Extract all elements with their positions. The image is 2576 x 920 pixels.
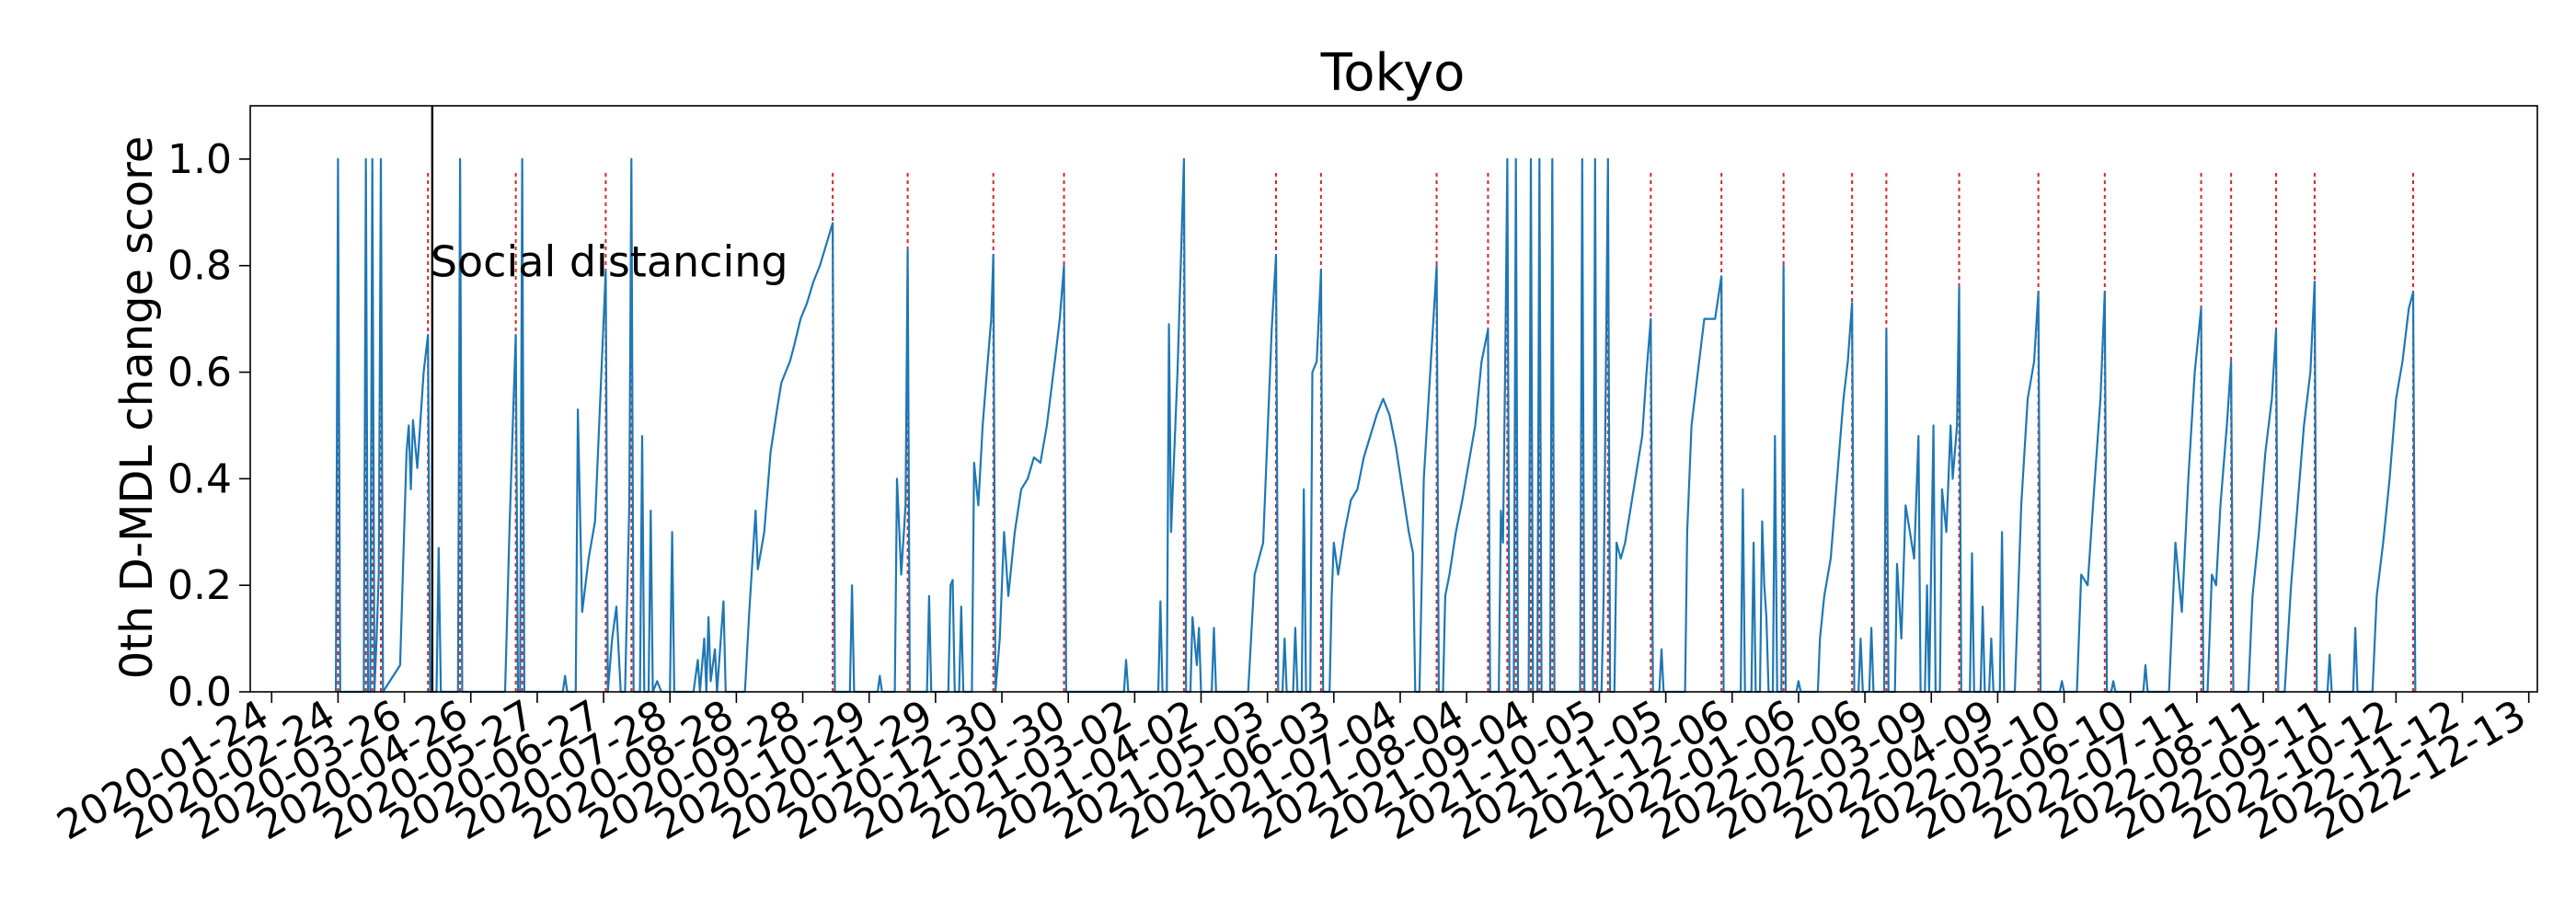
- y-axis-label: 0th D-MDL change score: [111, 136, 163, 680]
- y-tick-label: 1.0: [167, 136, 232, 183]
- y-tick-label: 0.4: [167, 455, 232, 502]
- plot-frame: [249, 105, 2538, 693]
- social-distancing-label: Social distancing: [431, 236, 788, 286]
- annotation-layer: Social distancing: [431, 106, 788, 692]
- y-tick-label: 0.8: [167, 243, 232, 290]
- y-tick-label: 0.6: [167, 350, 232, 397]
- y-tick-label: 0.2: [167, 562, 232, 609]
- y-tick-label: 0.0: [167, 669, 232, 716]
- chart-title: Tokyo: [1320, 43, 1466, 103]
- x-axis: 2020-01-242020-02-242020-03-262020-04-26…: [50, 691, 2534, 849]
- y-axis: 0.0 0.2 0.4 0.6 0.8 1.0: [167, 136, 250, 716]
